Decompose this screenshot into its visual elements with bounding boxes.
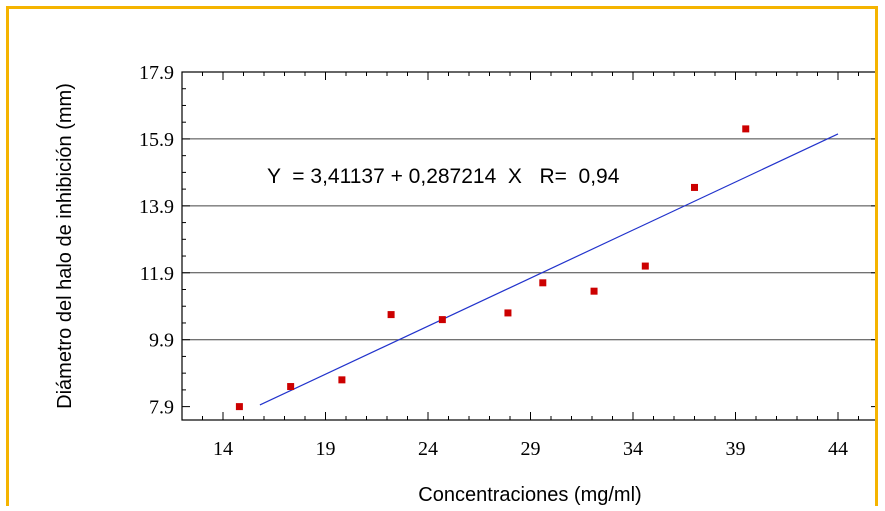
data-point <box>504 309 512 317</box>
x-tick-label: 14 <box>213 438 233 460</box>
data-point <box>742 125 750 133</box>
data-point <box>438 316 446 324</box>
data-point <box>539 279 547 287</box>
x-tick-label: 44 <box>828 438 848 460</box>
grid-lines <box>182 138 875 341</box>
x-tick-label: 29 <box>521 438 541 460</box>
data-points <box>235 125 750 411</box>
y-tick-label: 11.9 <box>140 263 174 285</box>
data-point <box>691 183 698 191</box>
plot-area <box>181 71 875 421</box>
y-axis-label: Diámetro del halo de inhibición (mm) <box>54 83 76 409</box>
regression-line-group <box>259 133 839 406</box>
x-tick-label: 24 <box>418 438 438 460</box>
y-tick-label: 7.9 <box>149 397 174 419</box>
data-point <box>338 376 346 384</box>
y-tick-label: 13.9 <box>139 196 174 218</box>
data-point <box>287 383 295 391</box>
data-point <box>641 262 649 270</box>
data-point <box>235 403 243 411</box>
regression-line <box>259 133 839 406</box>
scatter-chart: 14 19 24 29 34 39 44 7.9 9.9 11.9 13.9 15.9 17.9 Y … <box>54 62 875 506</box>
data-point <box>387 311 395 319</box>
y-tick-label: 17.9 <box>139 62 174 84</box>
x-tick-label: 19 <box>316 438 336 460</box>
x-axis-label: Concentraciones (mg/ml) <box>418 484 641 506</box>
x-tick-label: 34 <box>623 438 643 460</box>
y-tick-label: 15.9 <box>139 129 174 151</box>
data-point <box>590 287 598 295</box>
y-axis-ticks: 7.9 9.9 11.9 13.9 15.9 17.9 <box>139 62 875 419</box>
x-axis-ticks: 14 19 24 29 34 39 44 <box>181 72 859 460</box>
regression-equation: Y = 3,41137 + 0,287214 X R= 0,94 <box>267 165 620 188</box>
x-tick-label: 39 <box>726 438 746 460</box>
chart-frame: 14 19 24 29 34 39 44 7.9 9.9 11.9 13.9 15.9 17.9 Y … <box>6 6 878 506</box>
y-tick-label: 9.9 <box>149 330 174 352</box>
